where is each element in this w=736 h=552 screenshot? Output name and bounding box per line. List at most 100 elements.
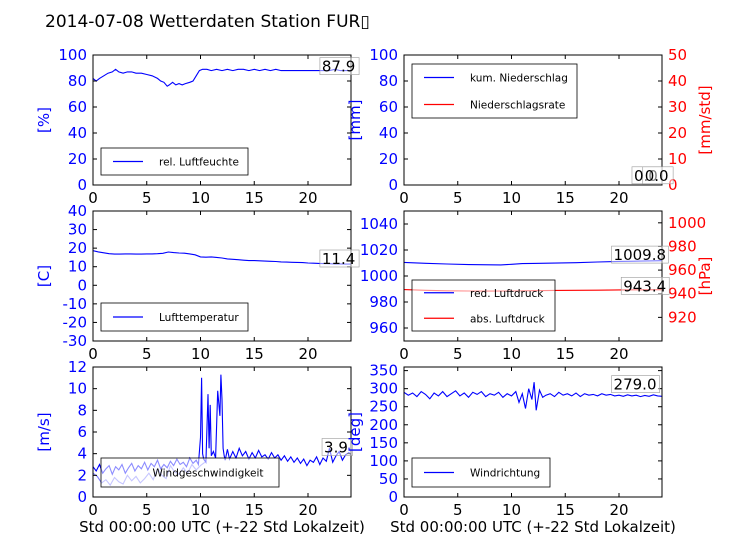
legend-label: Lufttemperatur [159,312,239,324]
y-tick-label: 1040 [360,215,398,233]
x-tick-label: 20 [298,345,317,363]
x-tick-label: 15 [245,501,264,519]
x-tick-label: 0 [399,345,409,363]
y-tick-label: 10 [68,258,87,276]
y-tick-label: 60 [379,98,398,116]
y-tick-label: -20 [63,313,88,331]
y-tick-label: 960 [369,319,398,337]
y-tick-label: 300 [369,380,398,398]
legend: kum. Niederschlag Niederschlagsrate [411,63,578,119]
value-annotation: 943.4 [623,277,666,295]
y-tick-label: 40 [379,124,398,142]
y-tick-label: 4 [77,445,87,463]
x-tick-label: 20 [609,189,628,207]
y-axis-label-right: [hPa] [696,257,714,296]
y-tick-label: 40 [68,202,87,220]
series-line-1 [93,68,351,87]
value-annotation: 1009.8 [614,246,667,264]
y-axis-label-right: [mm/std] [696,85,714,154]
y-axis-label: [m/s] [35,412,53,451]
y-tick-label: 30 [68,221,87,239]
x-tick-label: 15 [245,345,264,363]
x-tick-label: 20 [298,189,317,207]
y-tick-label: 6 [77,423,87,441]
y-tick-label: 980 [369,293,398,311]
y-tick-label-right: 0 [668,176,678,194]
y-axis-label: [C] [35,265,53,287]
y-axis-label: [%] [35,107,53,133]
legend-label: Windgeschwindigkeit [152,468,263,480]
x-tick-label: 0 [399,189,409,207]
legend-frame [411,279,556,332]
value-annotation: 87.9 [322,58,355,76]
value-annotation-box [319,249,360,268]
x-tick-label: 5 [142,345,152,363]
value-annotation-box [611,375,660,393]
x-axis-label: Std 00:00:00 UTC (+-22 Std Lokalzeit) [79,518,365,536]
value-annotation: 3.9 [324,439,348,457]
y-tick-label: 1020 [360,241,398,259]
axes-frame [403,366,663,498]
legend-label: red. Luftdruck [470,288,544,300]
legend: Windgeschwindigkeit [100,457,280,488]
x-tick-label: 0 [88,501,98,519]
legend-label: Windrichtung [470,468,540,480]
legend-label: Niederschlagsrate [470,100,565,112]
y-tick-label: 0 [388,176,398,194]
x-tick-label: 20 [298,501,317,519]
y-tick-label: 150 [369,434,398,452]
y-tick-label: 200 [369,416,398,434]
axes-frame [92,54,352,186]
x-tick-label: 10 [502,189,521,207]
y-tick-label: 8 [77,401,87,419]
subplot-3: 0 5 10 15 20-30-20-10010203040[C]Lufttempera… [35,202,360,363]
value-annotation: 0.0 [645,167,669,185]
y-tick-label: 80 [379,72,398,90]
y-tick-label: 20 [68,239,87,257]
y-tick-label: -10 [63,295,88,313]
value-annotation-box [642,166,674,185]
y-tick-label: 0 [388,488,398,506]
x-tick-label: 5 [453,501,463,519]
x-tick-label: 15 [556,345,575,363]
value-annotation: 279.0 [614,376,657,394]
value-annotation-box [620,276,670,295]
y-tick-label: 100 [369,452,398,470]
figure-title: 2014-07-08 Wetterdaten Station FUR▯ [45,12,370,32]
y-tick-label: -30 [63,332,88,350]
x-axis-label: Std 00:00:00 UTC (+-22 Std Lokalzeit) [390,518,676,536]
x-tick-label: 5 [142,501,152,519]
x-tick-label: 15 [556,189,575,207]
subplot-1: 0 5 10 15 20 0 20 40 60 80 100 [%] rel. Luftfeuchte 8… [35,46,360,207]
subplot-2: 0 5 10 15 20 0 20 40 60 80 100 0 10 20 30 40 50 [mm] [mm/s… [346,46,714,207]
value-annotation-box [611,245,669,264]
y-tick-label-right: 20 [668,124,687,142]
legend-label: kum. Niederschlag [470,73,568,85]
y-axis-label: [deg] [346,412,364,452]
y-tick-label: 12 [68,358,87,376]
x-tick-label: 20 [609,501,628,519]
y-tick-label-right: 920 [668,308,697,326]
y-tick-label-right: 50 [668,46,687,64]
legend: Lufttemperatur [100,302,249,332]
y-tick-label: 60 [68,98,87,116]
y-tick-label: 2 [77,466,87,484]
x-tick-label: 0 [88,345,98,363]
legend-frame [100,457,280,488]
series-line-1 [93,250,351,265]
y-tick-label-right: 980 [668,237,697,255]
y-tick-label: 80 [68,72,87,90]
y-tick-label: 100 [58,46,87,64]
x-tick-label: 10 [191,501,210,519]
y-tick-label: 20 [68,150,87,168]
y-tick-label: 20 [379,150,398,168]
legend: red. Luftdruck abs. Luftdruck [411,279,556,332]
legend-frame [411,63,578,119]
legend-label: abs. Luftdruck [470,313,546,325]
y-tick-label: 0 [77,488,87,506]
x-tick-label: 20 [609,345,628,363]
